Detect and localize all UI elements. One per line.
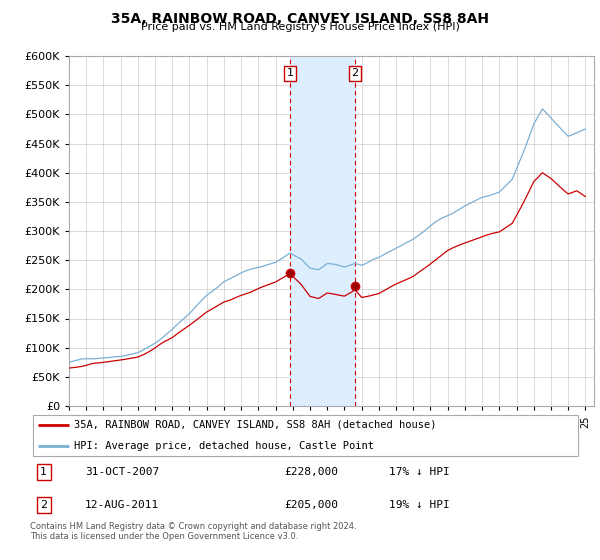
Text: 2: 2 <box>352 68 359 78</box>
Text: 2: 2 <box>40 500 47 510</box>
Text: 35A, RAINBOW ROAD, CANVEY ISLAND, SS8 8AH (detached house): 35A, RAINBOW ROAD, CANVEY ISLAND, SS8 8A… <box>74 420 437 430</box>
Text: HPI: Average price, detached house, Castle Point: HPI: Average price, detached house, Cast… <box>74 441 374 451</box>
Text: 19% ↓ HPI: 19% ↓ HPI <box>389 500 449 510</box>
Text: 35A, RAINBOW ROAD, CANVEY ISLAND, SS8 8AH: 35A, RAINBOW ROAD, CANVEY ISLAND, SS8 8A… <box>111 12 489 26</box>
Text: Contains HM Land Registry data © Crown copyright and database right 2024.
This d: Contains HM Land Registry data © Crown c… <box>30 522 356 542</box>
Text: £205,000: £205,000 <box>284 500 338 510</box>
Text: 12-AUG-2011: 12-AUG-2011 <box>85 500 160 510</box>
Text: 1: 1 <box>40 467 47 477</box>
Text: 17% ↓ HPI: 17% ↓ HPI <box>389 467 449 477</box>
FancyBboxPatch shape <box>33 416 578 456</box>
Text: 1: 1 <box>286 68 293 78</box>
Text: 31-OCT-2007: 31-OCT-2007 <box>85 467 160 477</box>
Text: £228,000: £228,000 <box>284 467 338 477</box>
Bar <box>290 56 355 406</box>
Text: Price paid vs. HM Land Registry's House Price Index (HPI): Price paid vs. HM Land Registry's House … <box>140 22 460 32</box>
